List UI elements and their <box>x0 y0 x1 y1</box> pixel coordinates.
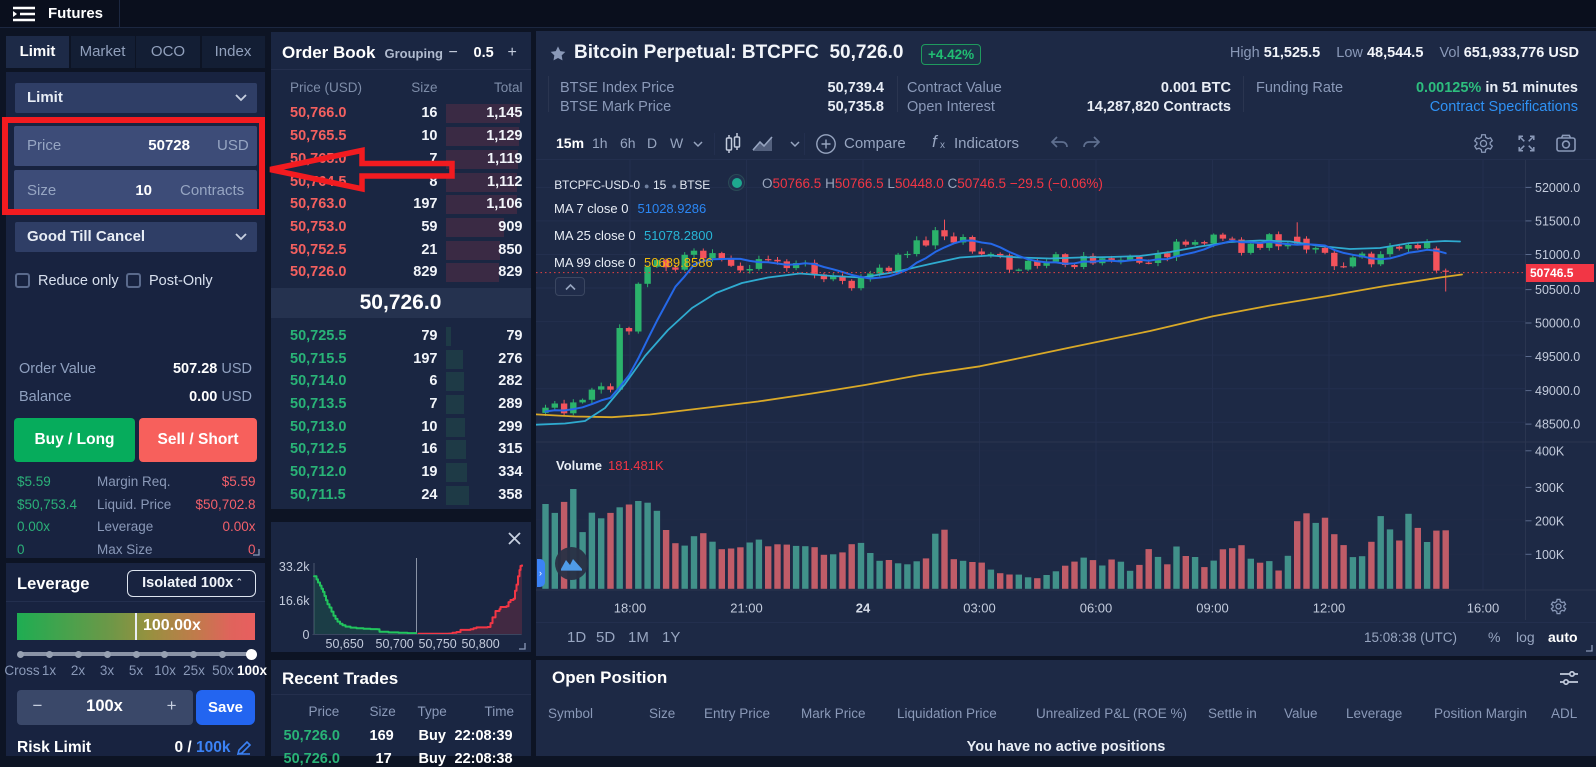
svg-text:50500.0: 50500.0 <box>1535 283 1580 297</box>
svg-text:51500.0: 51500.0 <box>1535 214 1580 228</box>
svg-text:24: 24 <box>856 601 871 616</box>
svg-text:18:00: 18:00 <box>614 601 647 616</box>
svg-text:400K: 400K <box>1535 444 1565 458</box>
svg-text:21:00: 21:00 <box>730 601 763 616</box>
svg-text:16:00: 16:00 <box>1467 601 1500 616</box>
svg-text:51000.0: 51000.0 <box>1535 248 1580 262</box>
svg-text:50746.5: 50746.5 <box>1530 266 1574 280</box>
svg-text:03:00: 03:00 <box>963 601 996 616</box>
svg-text:48500.0: 48500.0 <box>1535 418 1580 432</box>
svg-text:50000.0: 50000.0 <box>1535 317 1580 331</box>
svg-text:52000.0: 52000.0 <box>1535 181 1580 195</box>
svg-text:49500.0: 49500.0 <box>1535 350 1580 364</box>
svg-text:49000.0: 49000.0 <box>1535 384 1580 398</box>
svg-text:12:00: 12:00 <box>1313 601 1346 616</box>
svg-text:200K: 200K <box>1535 514 1565 528</box>
svg-text:300K: 300K <box>1535 481 1565 495</box>
svg-text:09:00: 09:00 <box>1196 601 1229 616</box>
svg-text:100K: 100K <box>1535 548 1565 562</box>
svg-text:06:00: 06:00 <box>1080 601 1113 616</box>
